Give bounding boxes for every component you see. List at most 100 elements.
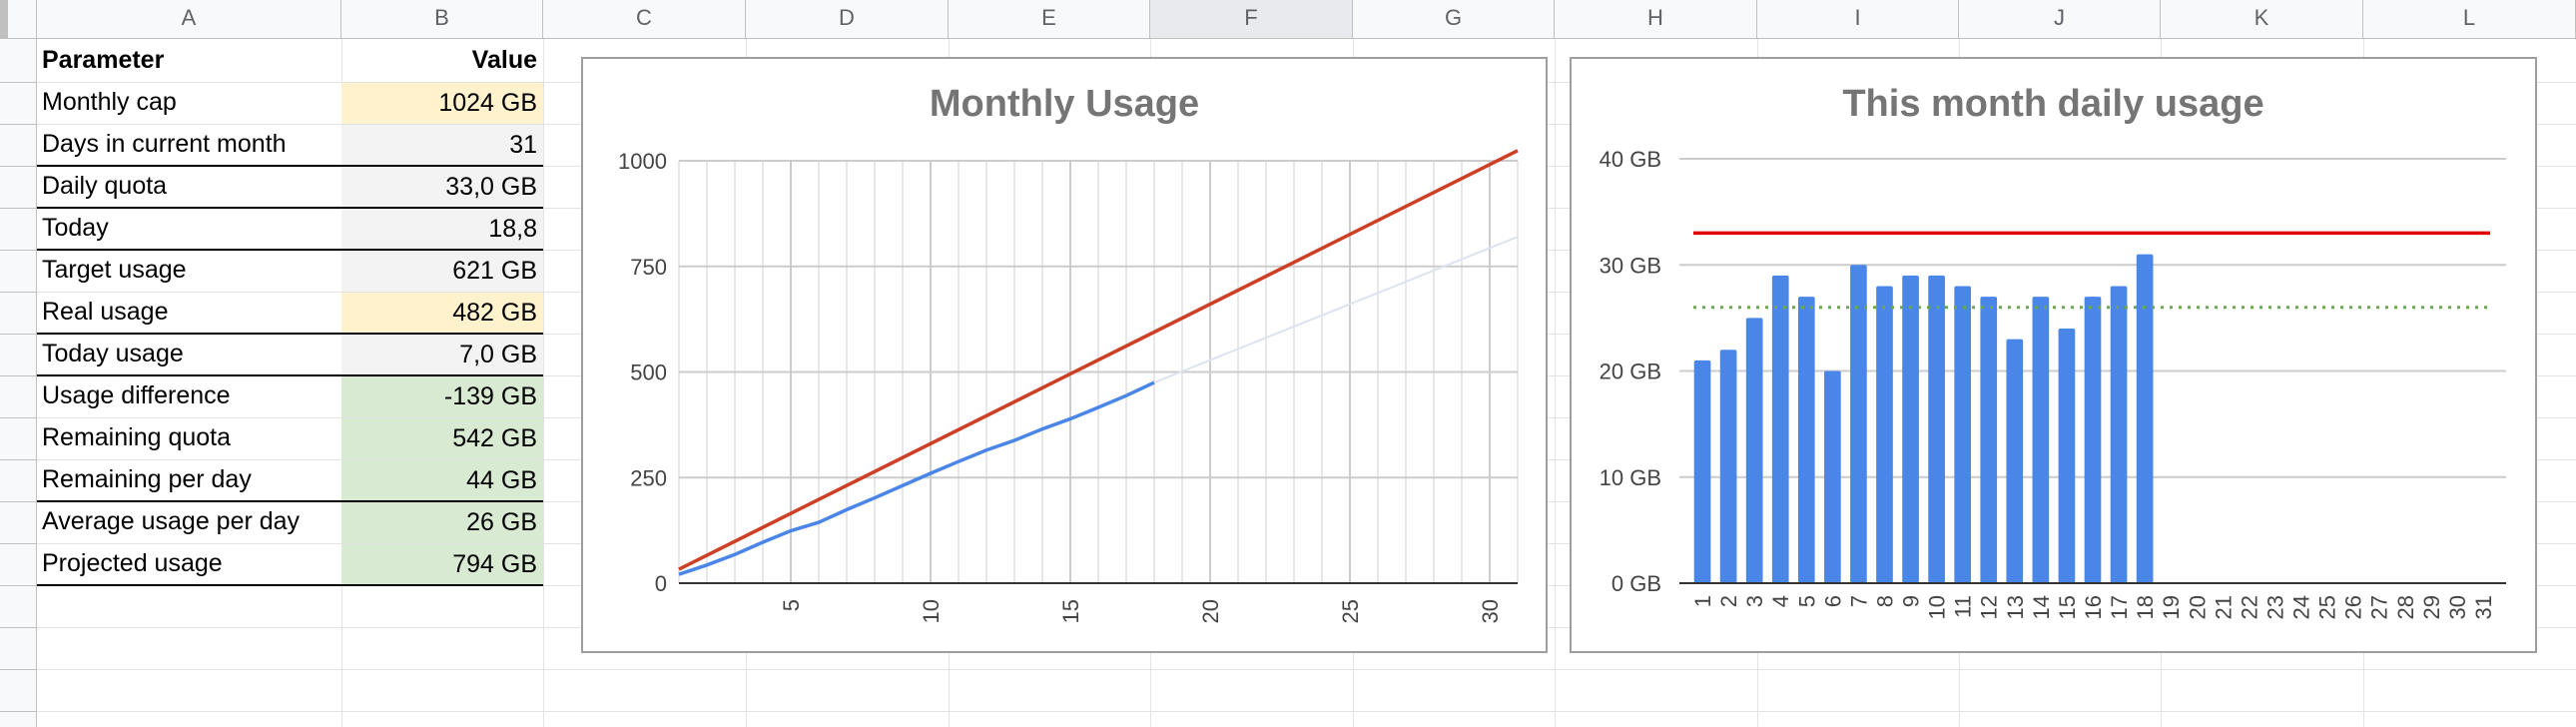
x-tick-label: 21: [2211, 595, 2236, 619]
x-tick-label: 13: [2003, 595, 2028, 619]
bar: [1928, 275, 1945, 583]
bar: [1719, 350, 1737, 583]
row-header-divider: [0, 208, 37, 209]
value-cell[interactable]: 18,8: [341, 209, 543, 250]
header-value[interactable]: Value: [471, 46, 537, 74]
x-tick-label: 30: [2445, 595, 2470, 619]
row-header-divider: [0, 585, 37, 586]
select-all-corner[interactable]: [0, 0, 37, 39]
param-cell[interactable]: Monthly cap: [42, 88, 177, 116]
value-cell[interactable]: 44 GB: [341, 460, 543, 501]
bar: [1980, 297, 1998, 583]
x-tick-label: 14: [2029, 595, 2054, 619]
param-cell[interactable]: Remaining quota: [42, 423, 232, 451]
row-header-divider: [0, 669, 37, 670]
x-tick-label: 26: [2341, 595, 2366, 619]
row-header-divider: [0, 166, 37, 167]
value-cell[interactable]: 542 GB: [341, 418, 543, 459]
bar: [2006, 339, 2024, 583]
x-tick-label: 5: [779, 599, 804, 611]
column-header-g[interactable]: G: [1353, 0, 1555, 39]
value-cell[interactable]: 7,0 GB: [341, 335, 543, 375]
y-tick-label: 20 GB: [1600, 360, 1661, 384]
column-header-b[interactable]: B: [341, 0, 543, 39]
value-cell[interactable]: 1024 GB: [341, 83, 543, 124]
x-tick-label: 15: [1058, 599, 1083, 623]
row-header-divider: [0, 124, 37, 125]
x-tick-label: 17: [2107, 595, 2132, 619]
column-header-h[interactable]: H: [1555, 0, 1757, 39]
value-cell[interactable]: 26 GB: [341, 502, 543, 543]
y-tick-label: 10 GB: [1600, 465, 1661, 490]
x-tick-label: 3: [1742, 595, 1767, 607]
row-border: [37, 165, 543, 167]
y-tick-label: 250: [630, 465, 667, 490]
param-cell[interactable]: Projected usage: [42, 549, 223, 577]
bar: [2084, 297, 2102, 583]
row-border: [37, 584, 543, 586]
param-cell[interactable]: Today usage: [42, 340, 184, 367]
bar: [2136, 254, 2154, 583]
bar: [1771, 275, 1789, 583]
daily-usage-chart[interactable]: This month daily usage 0 GB 10 GB 20 GB 30 …: [1570, 57, 2537, 653]
x-tick-label: 20: [2185, 595, 2210, 619]
column-header-a[interactable]: A: [37, 0, 341, 39]
x-tick-label: 8: [1872, 595, 1897, 607]
param-cell[interactable]: Days in current month: [42, 130, 287, 158]
bar: [1850, 265, 1867, 583]
param-cell[interactable]: Average usage per day: [42, 507, 301, 535]
bar: [2110, 286, 2128, 583]
x-tick-label: 19: [2159, 595, 2184, 619]
frozen-bar[interactable]: [0, 0, 8, 39]
series-line: [678, 149, 1519, 571]
grid-row-line: [37, 711, 2576, 712]
x-tick-label: 5: [1794, 595, 1819, 607]
param-cell[interactable]: Today: [42, 214, 109, 242]
x-tick-label: 28: [2393, 595, 2418, 619]
param-cell[interactable]: Remaining per day: [42, 465, 252, 493]
row-border: [37, 249, 543, 251]
param-cell[interactable]: Real usage: [42, 298, 169, 326]
series-line: [1153, 236, 1519, 384]
value-cell[interactable]: 794 GB: [341, 544, 543, 585]
x-tick-label: 23: [2262, 595, 2287, 619]
column-header-i[interactable]: I: [1757, 0, 1959, 39]
row-border: [37, 374, 543, 376]
bar: [2032, 297, 2050, 583]
monthly-usage-chart[interactable]: Monthly Usage 0 250 500 750 1000 5 10 15 20 25 30: [581, 57, 1548, 653]
x-tick-label: 25: [1338, 599, 1363, 623]
value-cell[interactable]: 621 GB: [341, 251, 543, 292]
x-tick-label: 11: [1951, 595, 1976, 618]
grid-row-line: [37, 669, 2576, 670]
y-tick-label: 500: [630, 361, 667, 385]
column-header-d[interactable]: D: [746, 0, 949, 39]
value-cell[interactable]: -139 GB: [341, 376, 543, 417]
column-header-k[interactable]: K: [2161, 0, 2363, 39]
row-headers[interactable]: [0, 39, 37, 727]
y-tick-label: 40 GB: [1600, 147, 1661, 172]
column-header-l[interactable]: L: [2363, 0, 2576, 39]
column-header-e[interactable]: E: [949, 0, 1150, 39]
row-header-divider: [0, 375, 37, 376]
row-header-divider: [0, 711, 37, 712]
param-cell[interactable]: Daily quota: [42, 172, 168, 200]
x-tick-label: 2: [1716, 595, 1741, 607]
bar: [1902, 275, 1919, 583]
value-cell[interactable]: 31: [341, 125, 543, 166]
x-tick-label: 9: [1899, 595, 1924, 607]
header-parameter[interactable]: Parameter: [42, 46, 165, 74]
x-tick-label: 22: [2237, 595, 2261, 619]
column-header-f[interactable]: F: [1150, 0, 1353, 39]
bar: [1693, 360, 1711, 583]
value-cell[interactable]: 482 GB: [341, 293, 543, 334]
column-header-j[interactable]: J: [1959, 0, 2161, 39]
param-cell[interactable]: Target usage: [42, 256, 187, 284]
x-tick-label: 12: [1977, 595, 2002, 619]
x-tick-label: 10: [919, 599, 944, 623]
value-cell[interactable]: 33,0 GB: [341, 167, 543, 208]
bar: [1797, 297, 1815, 583]
grid-column-line: [543, 39, 544, 727]
param-cell[interactable]: Usage difference: [42, 381, 231, 409]
column-header-c[interactable]: C: [543, 0, 746, 39]
